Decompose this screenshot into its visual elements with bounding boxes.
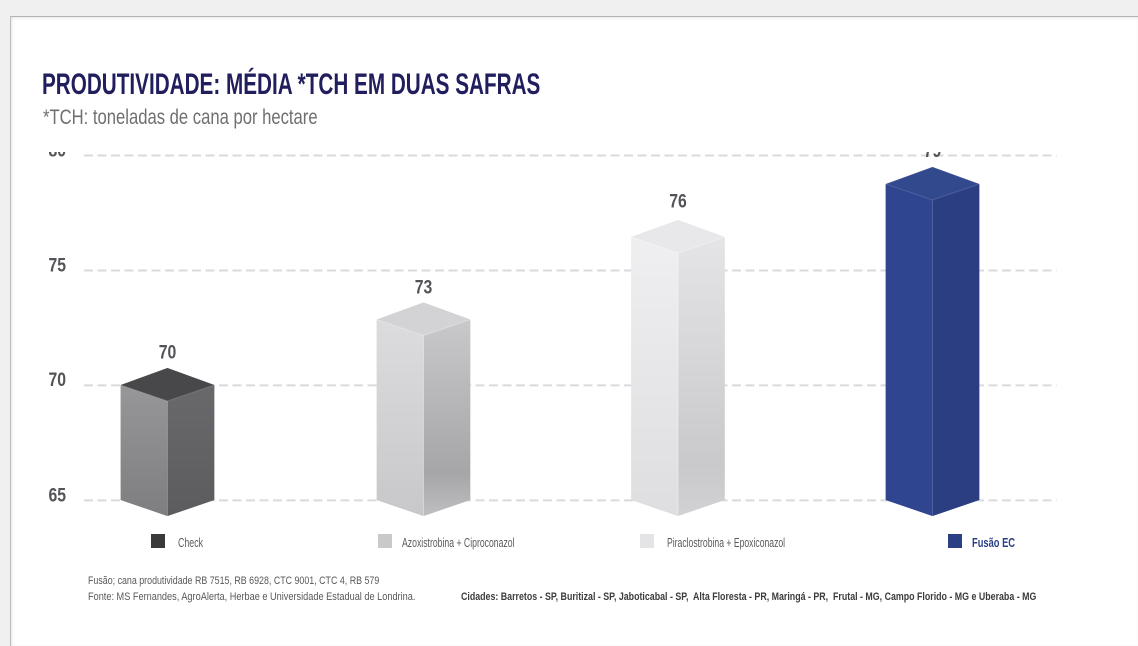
svg-text:70: 70 xyxy=(48,369,66,391)
svg-text:80: 80 xyxy=(48,152,66,161)
svg-text:79: 79 xyxy=(924,152,942,161)
svg-text:65: 65 xyxy=(48,484,66,506)
svg-text:73: 73 xyxy=(415,276,433,298)
svg-text:75: 75 xyxy=(48,254,66,276)
svg-text:70: 70 xyxy=(159,341,177,363)
svg-text:76: 76 xyxy=(669,190,687,212)
